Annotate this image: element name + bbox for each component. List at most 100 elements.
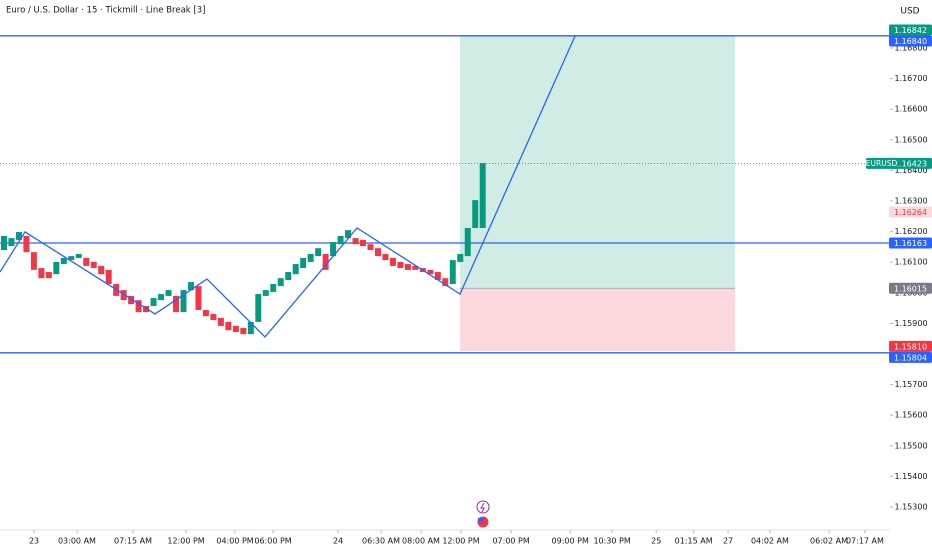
brick xyxy=(128,295,135,305)
event-icon[interactable] xyxy=(476,500,490,514)
x-tick-label: 12:00 PM xyxy=(442,537,479,546)
brick xyxy=(389,257,396,266)
brick xyxy=(292,264,299,275)
x-tick-label: 06:30 AM xyxy=(362,537,400,546)
y-tick-label: 1.16500 xyxy=(894,135,927,144)
y-tick-label: 1.15300 xyxy=(894,503,927,512)
price-tag-label: 1.15810 xyxy=(894,342,927,351)
brick xyxy=(345,230,352,239)
brick xyxy=(210,313,217,321)
x-tick-label: 03:00 AM xyxy=(58,537,96,546)
brick xyxy=(187,282,194,291)
event-icons[interactable] xyxy=(476,500,490,529)
brick xyxy=(15,231,22,240)
price-tag: 1.15810 xyxy=(889,340,932,352)
price-tag-label: 1.16842 xyxy=(894,26,927,35)
brick xyxy=(68,256,75,261)
x-tick-label: 04:00 PM xyxy=(216,537,253,546)
x-tick-label: 12:00 PM xyxy=(167,537,204,546)
brick xyxy=(120,290,127,301)
brick xyxy=(404,264,411,270)
currency: USD xyxy=(900,7,919,17)
x-tick-label: 07:17 AM xyxy=(846,537,884,546)
brick xyxy=(315,248,322,257)
symbol-tag-box xyxy=(866,157,897,169)
brick xyxy=(30,252,37,270)
y-tick-label: 1.16600 xyxy=(894,105,927,114)
price-tag: 1.16842 xyxy=(889,24,932,36)
y-tick-label: 1.16800 xyxy=(894,44,927,53)
price-tag-label: 1.16264 xyxy=(894,208,927,217)
y-tick-label: 1.15400 xyxy=(894,472,927,481)
y-tick-label: 1.16400 xyxy=(894,166,927,175)
x-tick-label: 23 xyxy=(29,537,39,546)
brick xyxy=(322,253,329,270)
x-tick-label: 09:00 PM xyxy=(552,537,589,546)
brick xyxy=(457,253,464,262)
x-tick-label: 07:15 AM xyxy=(114,537,152,546)
y-tick-label: 1.15500 xyxy=(894,441,927,450)
y-tick-label: 1.15900 xyxy=(894,319,927,328)
price-tag: 1.16840 xyxy=(889,35,932,47)
x-tick-label: 27 xyxy=(723,537,733,546)
brick xyxy=(277,278,284,287)
brick xyxy=(472,200,479,228)
brick xyxy=(285,272,292,280)
x-tick-label: 10:30 PM xyxy=(593,537,630,546)
brick xyxy=(0,235,7,251)
y-tick-label: 1.15700 xyxy=(894,380,927,389)
price-tag: 1.16264 xyxy=(889,206,932,218)
price-tag-box xyxy=(889,157,932,169)
brick xyxy=(240,328,247,335)
price-tag-label: 1.15804 xyxy=(894,353,927,362)
x-tick-label: 06:00 PM xyxy=(254,537,291,546)
brick xyxy=(217,317,224,326)
brick xyxy=(53,261,60,275)
brick xyxy=(60,257,67,265)
stop-zone xyxy=(460,288,736,351)
brick xyxy=(105,269,112,284)
price-tag-box xyxy=(889,206,932,218)
brick xyxy=(8,238,15,247)
price-tag-box xyxy=(889,282,932,294)
brick xyxy=(337,235,344,245)
brick xyxy=(90,261,97,269)
brick xyxy=(247,321,254,335)
brick xyxy=(270,283,277,292)
brick xyxy=(464,227,471,257)
brick xyxy=(83,257,90,266)
brick xyxy=(330,242,337,257)
brick xyxy=(255,294,262,322)
brick xyxy=(300,257,307,269)
brick xyxy=(382,253,389,261)
x-tick-label: 08:00 AM xyxy=(402,537,440,546)
brick xyxy=(225,321,232,331)
price-tag-box xyxy=(889,340,932,352)
price-tag-label: 1.16163 xyxy=(894,239,927,248)
price-tag: 1.16163 xyxy=(889,237,932,249)
price-tag-box xyxy=(889,35,932,47)
x-tick-label: 24 xyxy=(333,537,343,546)
brick xyxy=(23,235,30,253)
brick xyxy=(367,244,374,251)
brick xyxy=(165,290,172,296)
x-tick-label: 06:02 AM xyxy=(810,537,848,546)
brick xyxy=(307,253,314,262)
plot-area xyxy=(0,35,890,354)
price-tag-label: 1.16015 xyxy=(894,284,927,293)
y-tick-label: 1.15600 xyxy=(894,411,927,420)
brick xyxy=(360,239,367,247)
brick xyxy=(442,278,449,287)
price-tag-label: 1.16423 xyxy=(894,159,927,168)
trend-line xyxy=(0,35,576,338)
symbol-tag-label: EURUSD xyxy=(866,159,898,168)
brick xyxy=(232,325,239,333)
brick xyxy=(135,300,142,313)
y-tick-label: 1.16200 xyxy=(894,227,927,236)
x-tick-label: 01:15 AM xyxy=(675,537,713,546)
chart-title: Euro / U.S. Dollar · 15 · Tickmill · Lin… xyxy=(6,6,205,16)
brick xyxy=(45,272,52,279)
brick xyxy=(434,272,441,280)
